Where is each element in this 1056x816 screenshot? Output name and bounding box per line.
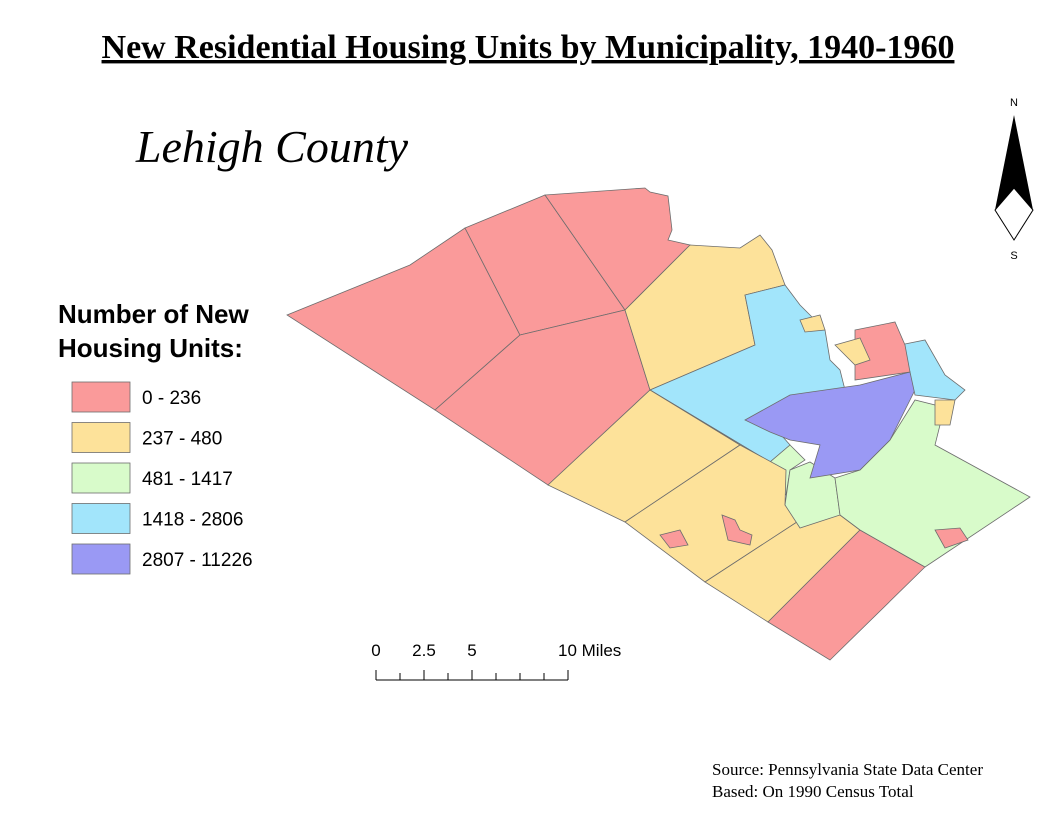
scale-label: 10 Miles <box>558 641 621 660</box>
legend-label: 0 - 236 <box>142 388 201 409</box>
legend-swatch <box>71 543 131 575</box>
municipality <box>799 314 826 333</box>
north-label: N <box>1010 97 1018 109</box>
municipality <box>934 527 969 549</box>
legend: 0 - 236 237 - 480 481 - 1417 1418 - 2806 280… <box>71 381 253 575</box>
scale-label: 5 <box>467 641 476 660</box>
municipality <box>934 399 956 426</box>
legend-label: 481 - 1417 <box>142 469 233 490</box>
south-label: S <box>1010 250 1017 262</box>
subtitle: Lehigh County <box>135 121 409 172</box>
municipality <box>899 339 966 401</box>
scale-label: 2.5 <box>412 641 436 660</box>
municipality <box>854 321 911 381</box>
legend-title: Number of New <box>58 299 249 329</box>
municipality <box>834 337 871 366</box>
title: New Residential Housing Units by Municip… <box>102 29 955 66</box>
legend-label: 237 - 480 <box>142 429 222 450</box>
municipality <box>721 514 753 546</box>
source: Source: Pennsylvania State Data Center <box>712 760 983 779</box>
legend-title: Housing Units: <box>58 333 243 363</box>
legend-swatch <box>71 462 131 494</box>
source: Based: On 1990 Census Total <box>712 782 914 801</box>
scale-label: 0 <box>371 641 380 660</box>
legend-label: 1418 - 2806 <box>142 510 243 531</box>
municipality <box>659 529 689 549</box>
municipalities <box>286 187 1031 661</box>
legend-label: 2807 - 11226 <box>142 550 253 571</box>
scale-bar <box>375 670 569 681</box>
legend-swatch <box>71 381 131 413</box>
legend-swatch <box>71 503 131 534</box>
legend-swatch <box>71 422 131 453</box>
north-arrow: N S <box>994 97 1034 262</box>
municipality <box>744 371 916 479</box>
